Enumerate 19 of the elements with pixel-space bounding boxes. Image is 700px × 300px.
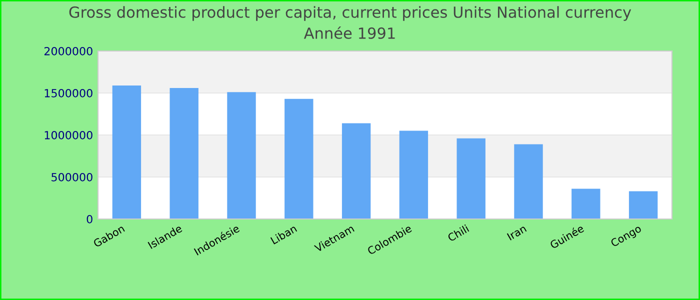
x-tick-label: Chili [447, 224, 470, 242]
bar [572, 188, 600, 219]
x-tick-label: Iran [506, 224, 527, 241]
bar [514, 144, 543, 219]
y-tick-label: 1000000 [44, 130, 92, 140]
chart-title: Gross domestic product per capita, current prices Units National currency [69, 6, 632, 21]
chart-subtitle: Année 1991 [304, 26, 395, 39]
y-tick-label: 0 [86, 214, 92, 224]
bar [399, 130, 428, 219]
bar [112, 85, 142, 219]
y-tick-label: 500000 [52, 172, 92, 182]
bar [456, 138, 486, 219]
bar [284, 98, 314, 219]
bar [227, 92, 256, 219]
bar [170, 88, 198, 219]
bar [342, 123, 371, 219]
bar [628, 191, 658, 219]
y-tick-label: 1500000 [44, 88, 92, 98]
y-tick-label: 2000000 [44, 46, 92, 56]
